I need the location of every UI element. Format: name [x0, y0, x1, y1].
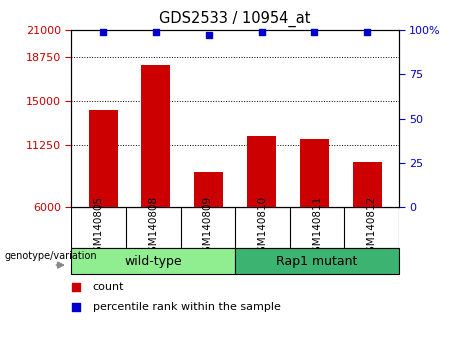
Text: wild-type: wild-type [124, 255, 182, 268]
Text: GSM140805: GSM140805 [94, 196, 104, 259]
Text: genotype/variation: genotype/variation [5, 251, 97, 261]
Text: GSM140811: GSM140811 [312, 196, 322, 259]
Point [100, 29, 107, 35]
Bar [194, 172, 223, 207]
Text: GSM140810: GSM140810 [257, 196, 267, 259]
Point [72, 284, 79, 290]
Text: GSM140812: GSM140812 [366, 196, 377, 259]
Bar [142, 65, 171, 207]
FancyBboxPatch shape [235, 248, 399, 274]
Bar [353, 162, 382, 207]
Text: GSM140808: GSM140808 [148, 196, 158, 259]
Text: percentile rank within the sample: percentile rank within the sample [93, 302, 280, 313]
Point [72, 305, 79, 310]
Point [152, 29, 160, 35]
Text: Rap1 mutant: Rap1 mutant [276, 255, 358, 268]
Bar [247, 136, 276, 207]
Point [363, 29, 371, 35]
Bar [300, 139, 329, 207]
Bar [89, 110, 118, 207]
Text: count: count [93, 282, 124, 292]
Text: GSM140809: GSM140809 [203, 196, 213, 259]
Point [205, 33, 213, 38]
Title: GDS2533 / 10954_at: GDS2533 / 10954_at [160, 11, 311, 27]
Point [258, 29, 265, 35]
FancyBboxPatch shape [71, 248, 235, 274]
Point [311, 29, 318, 35]
